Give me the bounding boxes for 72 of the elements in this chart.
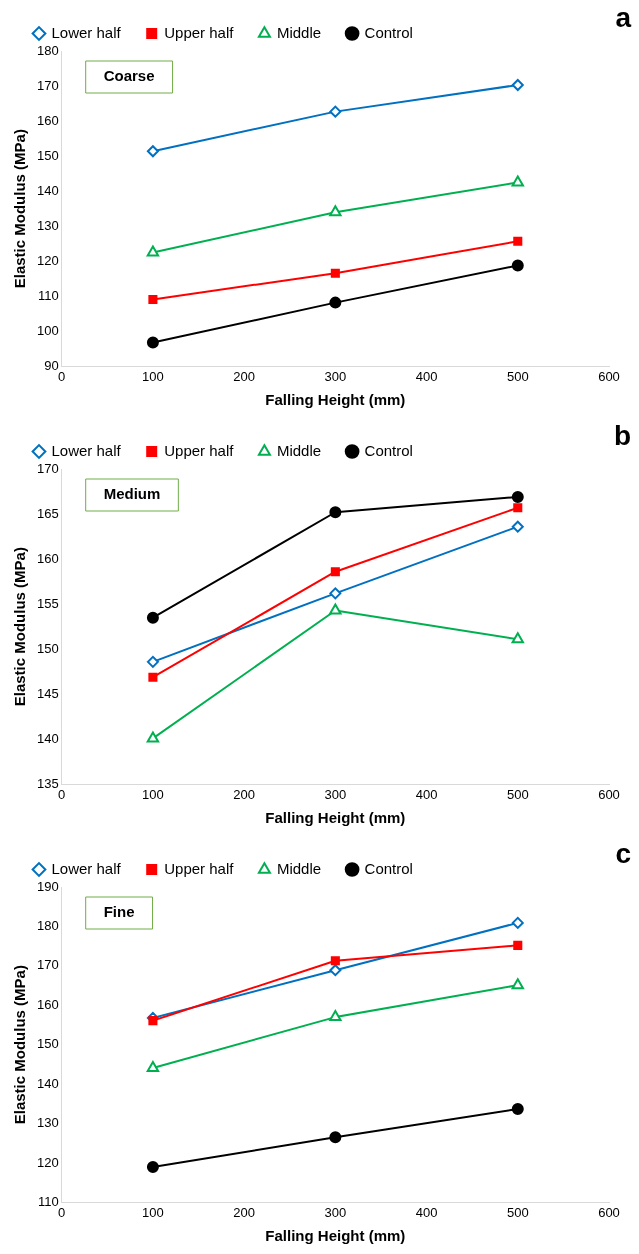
y-tick-label: 140 [36, 730, 59, 746]
y-tick-label: 130 [36, 1115, 59, 1131]
x-tick-label: 400 [415, 786, 438, 802]
legend-label: Upper half [164, 859, 235, 877]
legend-label: Upper half [164, 23, 235, 41]
x-axis-title: Falling Height (mm) [265, 809, 406, 827]
y-tick-label: 90 [44, 357, 59, 373]
y-tick-label: 135 [36, 775, 59, 791]
legend-label: Middle [276, 23, 322, 41]
y-tick-label: 170 [36, 77, 59, 93]
y-tick-label: 160 [36, 112, 59, 128]
chart-title: b [613, 420, 631, 452]
y-tick-label: 120 [36, 1154, 59, 1170]
x-tick-label: 200 [233, 1204, 255, 1220]
y-tick-label: 170 [36, 460, 59, 476]
y-tick-label: 170 [36, 957, 59, 973]
legend-label: Lower half [51, 441, 122, 459]
y-tick-label: 120 [36, 252, 59, 268]
y-axis-title: Elastic Modulus (MPa) [11, 129, 29, 289]
y-tick-label: 110 [37, 1193, 59, 1209]
x-tick-label: 600 [598, 1204, 620, 1220]
x-tick-label: 400 [415, 1204, 438, 1220]
y-tick-label: 180 [36, 42, 59, 58]
annotation: Medium [103, 485, 161, 503]
x-tick-label: 0 [58, 786, 66, 802]
x-tick-label: 600 [598, 786, 620, 802]
legend-label: Control [364, 859, 413, 877]
x-tick-label: 100 [142, 786, 164, 802]
y-tick-label: 160 [36, 996, 59, 1012]
chart-title: c [615, 838, 631, 870]
x-tick-label: 500 [506, 368, 529, 384]
legend-label: Control [364, 441, 413, 459]
x-tick-label: 500 [506, 1204, 529, 1220]
legend-label: Control [364, 23, 413, 41]
y-tick-label: 100 [36, 322, 59, 338]
x-tick-label: 200 [233, 368, 255, 384]
y-tick-label: 150 [36, 1036, 59, 1052]
x-tick-label: 600 [598, 368, 620, 384]
x-tick-label: 100 [142, 368, 164, 384]
x-axis-title: Falling Height (mm) [265, 391, 406, 409]
legend-label: Middle [276, 859, 322, 877]
y-tick-label: 150 [36, 640, 59, 656]
x-tick-label: 300 [324, 368, 347, 384]
legend-label: Middle [276, 441, 322, 459]
y-tick-label: 190 [36, 878, 59, 894]
x-tick-label: 300 [324, 786, 347, 802]
y-tick-label: 160 [36, 550, 59, 566]
y-tick-label: 145 [36, 685, 59, 701]
y-tick-label: 150 [36, 147, 59, 163]
y-tick-label: 140 [36, 1075, 59, 1091]
annotation: Fine [103, 903, 135, 921]
x-tick-label: 400 [415, 368, 438, 384]
x-axis-title: Falling Height (mm) [265, 1227, 406, 1245]
legend-label: Upper half [164, 441, 235, 459]
y-tick-label: 165 [36, 505, 59, 521]
x-tick-label: 0 [58, 368, 66, 384]
y-axis-title: Elastic Modulus (MPa) [11, 965, 29, 1125]
x-tick-label: 300 [324, 1204, 347, 1220]
y-axis-title: Elastic Modulus (MPa) [11, 547, 29, 707]
y-tick-label: 180 [36, 918, 59, 933]
x-tick-label: 200 [233, 786, 255, 802]
x-tick-label: 100 [142, 1204, 164, 1220]
y-tick-label: 140 [36, 182, 59, 198]
legend-label: Lower half [51, 859, 122, 877]
x-tick-label: 500 [506, 786, 529, 802]
y-tick-label: 110 [37, 287, 59, 303]
y-tick-label: 130 [36, 217, 59, 233]
annotation: Coarse [103, 67, 155, 85]
y-tick-label: 155 [36, 595, 59, 611]
legend-label: Lower half [51, 23, 122, 41]
x-tick-label: 0 [58, 1204, 66, 1220]
chart-title: a [615, 2, 631, 34]
